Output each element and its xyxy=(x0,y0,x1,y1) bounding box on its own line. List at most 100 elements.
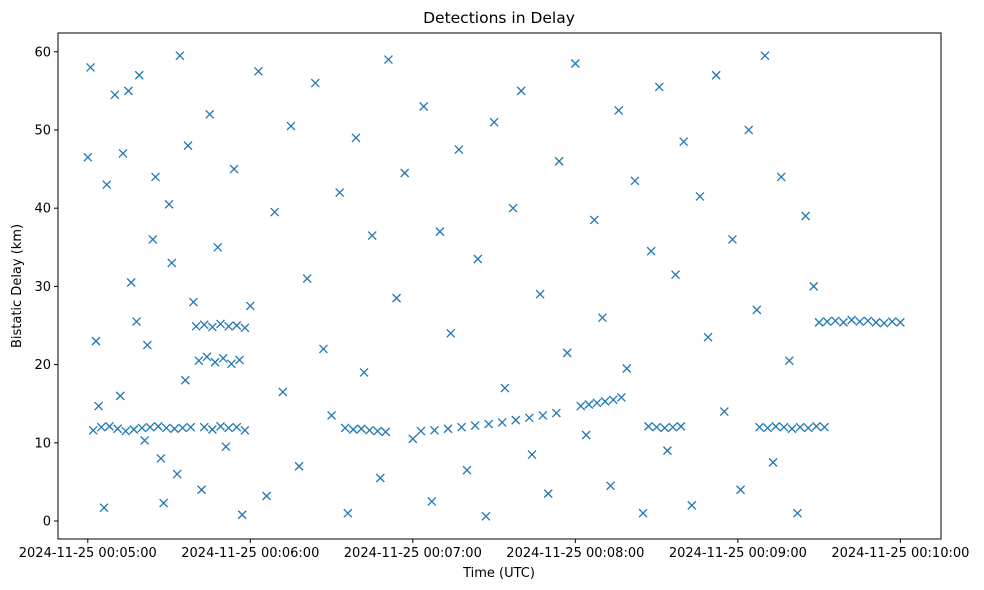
scatter-point xyxy=(191,321,201,331)
scatter-point xyxy=(755,422,764,432)
data-points xyxy=(83,51,905,521)
scatter-point xyxy=(454,145,464,154)
scatter-point xyxy=(814,317,824,327)
scatter-point xyxy=(188,297,198,307)
scatter-point xyxy=(408,434,418,444)
scatter-point xyxy=(365,425,374,435)
scatter-point xyxy=(760,51,770,61)
scatter-point xyxy=(224,423,234,433)
scatter-point xyxy=(245,301,255,311)
scatter-point xyxy=(597,313,607,323)
scatter-point xyxy=(170,424,179,434)
scatter-point xyxy=(576,401,586,411)
scatter-point xyxy=(614,105,624,115)
scatter-point xyxy=(123,86,133,96)
scatter-point xyxy=(194,356,204,366)
scatter-point xyxy=(348,425,358,434)
scatter-point xyxy=(679,137,689,147)
scatter-point xyxy=(847,315,857,325)
scatter-point xyxy=(600,396,610,406)
x-tick-label: 2024-11-25 00:09:00 xyxy=(669,546,807,561)
scatter-point xyxy=(126,278,136,287)
scatter-point xyxy=(118,148,128,158)
x-tick-label: 2024-11-25 00:08:00 xyxy=(506,546,644,561)
scatter-point xyxy=(787,424,797,434)
scatter-point xyxy=(535,289,545,299)
scatter-point xyxy=(616,392,626,402)
scatter-point xyxy=(462,465,472,475)
scatter-point xyxy=(145,422,155,432)
y-axis-title: Bistatic Delay (km) xyxy=(10,224,25,348)
y-tick-label: 0 xyxy=(43,515,51,530)
scatter-point xyxy=(167,258,177,268)
scatter-point xyxy=(172,469,182,479)
scatter-point xyxy=(175,51,185,61)
scatter-point xyxy=(473,254,483,264)
scatter-point xyxy=(218,353,228,363)
scatter-point xyxy=(232,321,242,330)
scatter-point xyxy=(470,421,480,431)
scatter-point xyxy=(668,422,678,432)
scatter-point xyxy=(202,352,212,362)
scatter-point xyxy=(427,497,437,506)
y-axis-ticks: 0 10 20 30 40 50 60 xyxy=(34,45,58,530)
scatter-point xyxy=(221,442,231,452)
scatter-point xyxy=(335,188,345,198)
scatter-point xyxy=(527,450,537,459)
scatter-point xyxy=(400,168,410,178)
scatter-point xyxy=(830,316,840,326)
scatter-point xyxy=(803,423,813,433)
scatter-point xyxy=(736,485,746,495)
scatter-point xyxy=(551,408,561,418)
scatter-point xyxy=(161,423,171,433)
scatter-point xyxy=(871,317,881,327)
scatter-point xyxy=(86,62,95,72)
scatter-point xyxy=(356,424,366,434)
scatter-point xyxy=(286,121,296,131)
scatter-point xyxy=(302,274,312,284)
scatter-point xyxy=(792,508,802,518)
scatter-point xyxy=(484,419,494,429)
scatter-point xyxy=(497,418,507,427)
x-axis-title: Time (UTC) xyxy=(462,566,535,581)
scatter-point xyxy=(210,357,220,367)
scatter-point xyxy=(538,410,548,420)
scatter-point xyxy=(110,90,120,100)
y-tick-label: 20 xyxy=(34,358,51,373)
scatter-point xyxy=(199,422,209,432)
scatter-point xyxy=(359,367,369,377)
scatter-point xyxy=(392,293,402,303)
scatter-point xyxy=(644,421,653,431)
scatter-point xyxy=(178,423,188,433)
scatter-point xyxy=(140,435,150,445)
scatter-point xyxy=(654,82,664,92)
scatter-point xyxy=(383,55,393,65)
scatter-point xyxy=(500,383,510,393)
scatter-point xyxy=(839,317,848,327)
scatter-point xyxy=(232,422,242,432)
scatter-point xyxy=(820,422,829,432)
scatter-point xyxy=(180,375,190,385)
scatter-point xyxy=(278,387,288,397)
scatter-point xyxy=(863,316,873,326)
scatter-point xyxy=(416,426,426,436)
scatter-point xyxy=(115,391,125,401)
scatter-point xyxy=(197,485,207,495)
y-tick-label: 10 xyxy=(34,436,51,451)
scatter-point xyxy=(752,305,762,315)
scatter-point xyxy=(381,427,391,437)
scatter-point xyxy=(159,498,169,508)
scatter-point xyxy=(205,109,215,119)
scatter-point xyxy=(318,344,328,354)
scatter-point xyxy=(240,323,250,333)
scatter-point xyxy=(435,227,445,237)
scatter-point xyxy=(224,321,234,331)
scatter-point xyxy=(687,500,697,510)
scatter-point xyxy=(638,508,648,518)
scatter-point xyxy=(151,172,160,182)
scatter-point xyxy=(695,191,705,201)
scatter-point xyxy=(481,511,491,521)
x-tick-label: 2024-11-25 00:06:00 xyxy=(181,546,319,561)
